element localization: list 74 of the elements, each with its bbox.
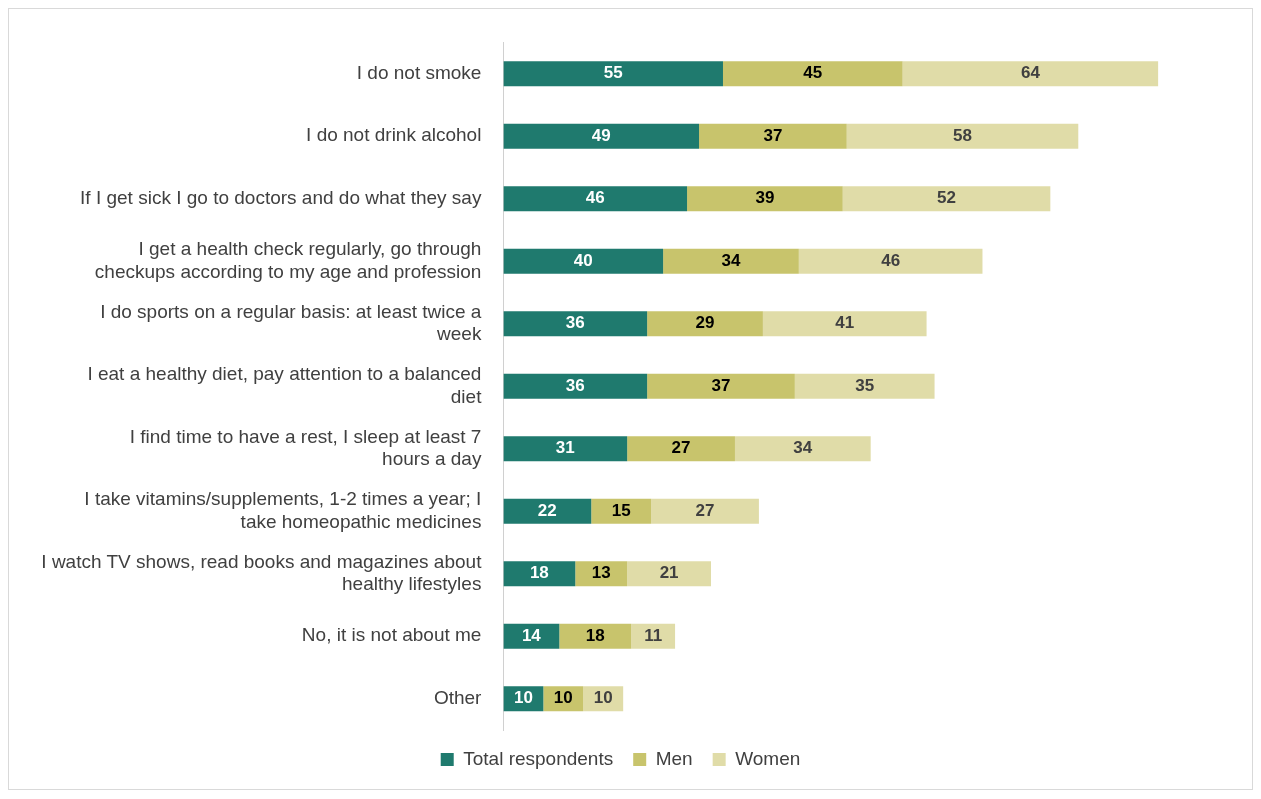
data-label: 27: [695, 500, 715, 520]
data-label: 18: [585, 625, 605, 645]
bar: [762, 311, 927, 337]
y-tick-label: I do not drink alcohol: [306, 124, 482, 146]
data-label: 58: [953, 125, 972, 145]
y-tick-label: I watch TV shows, read books and magazines about healthy lifestyles: [41, 550, 483, 595]
y-tick-label: No, it is not about me: [301, 624, 482, 646]
bar: [559, 623, 632, 649]
y-tick-label: I do not smoke: [356, 61, 482, 83]
data-label: 52: [937, 188, 956, 208]
data-label: 13: [591, 563, 611, 583]
data-label: 14: [521, 625, 542, 645]
data-label: 37: [763, 125, 783, 145]
bar: [699, 123, 847, 149]
data-label: 64: [1020, 63, 1041, 83]
bar: [503, 561, 576, 587]
data-label: 22: [537, 500, 557, 520]
y-tick-label: I find time to have a rest, I sleep at least 7 hours a day: [129, 425, 482, 470]
data-label: 40: [573, 250, 593, 270]
data-label: 55: [603, 63, 623, 83]
data-label: 36: [565, 375, 585, 395]
bar: [627, 436, 735, 462]
y-tick-label: I get a health check regularly, go through checkups according to my age and profession: [94, 238, 482, 282]
bar: [663, 248, 799, 274]
y-tick-label: I eat a healthy diet, pay attention to a balanced diet: [87, 363, 483, 407]
bar: [503, 186, 688, 212]
bar: [687, 186, 843, 212]
bar: [627, 561, 712, 587]
bar: [503, 311, 648, 337]
bar: [798, 248, 983, 274]
bar: [846, 123, 1079, 149]
bar: [722, 61, 903, 87]
legend-label: Men: [655, 747, 693, 769]
bar: [647, 373, 795, 399]
data-label: 15: [611, 500, 631, 520]
bar: [503, 498, 592, 524]
data-label: 45: [803, 63, 823, 83]
data-label: 29: [695, 313, 715, 333]
bar: [902, 61, 1159, 87]
data-label: 49: [591, 125, 611, 145]
data-label: 41: [835, 313, 855, 333]
bar: [503, 373, 648, 399]
legend-label: Total respondents: [463, 747, 614, 769]
data-label: 31: [555, 438, 575, 458]
data-label: 39: [755, 188, 775, 208]
data-label: 36: [565, 313, 585, 333]
bar: [503, 61, 723, 87]
legend-label: Women: [735, 747, 801, 769]
bar: [591, 498, 652, 524]
data-label: 27: [671, 438, 691, 458]
y-tick-label: If I get sick I go to doctors and do what they say: [80, 186, 482, 208]
y-tick-label: I do sports on a regular basis: at least twice a week: [100, 300, 482, 345]
data-label: 10: [553, 688, 573, 708]
bar: [647, 311, 763, 337]
data-label: 10: [513, 688, 533, 708]
data-label: 34: [793, 438, 813, 458]
data-label: 21: [659, 563, 679, 583]
bar: [503, 248, 664, 274]
data-label: 10: [593, 688, 613, 708]
bar: [503, 123, 700, 149]
data-label: 11: [644, 625, 663, 645]
data-label: 46: [881, 250, 901, 270]
y-tick-label: I take vitamins/supplements, 1-2 times a year; I take homeopathic medicines: [84, 488, 482, 532]
data-label: 46: [585, 188, 605, 208]
bar: [734, 436, 871, 462]
data-label: 34: [721, 250, 741, 270]
bar: [842, 186, 1051, 212]
bar: [651, 498, 759, 524]
bar: [794, 373, 935, 399]
data-label: 18: [529, 563, 549, 583]
bar: [503, 436, 628, 462]
data-label: 37: [711, 375, 731, 395]
y-tick-label: Other: [433, 686, 483, 708]
data-label: 35: [855, 375, 875, 395]
